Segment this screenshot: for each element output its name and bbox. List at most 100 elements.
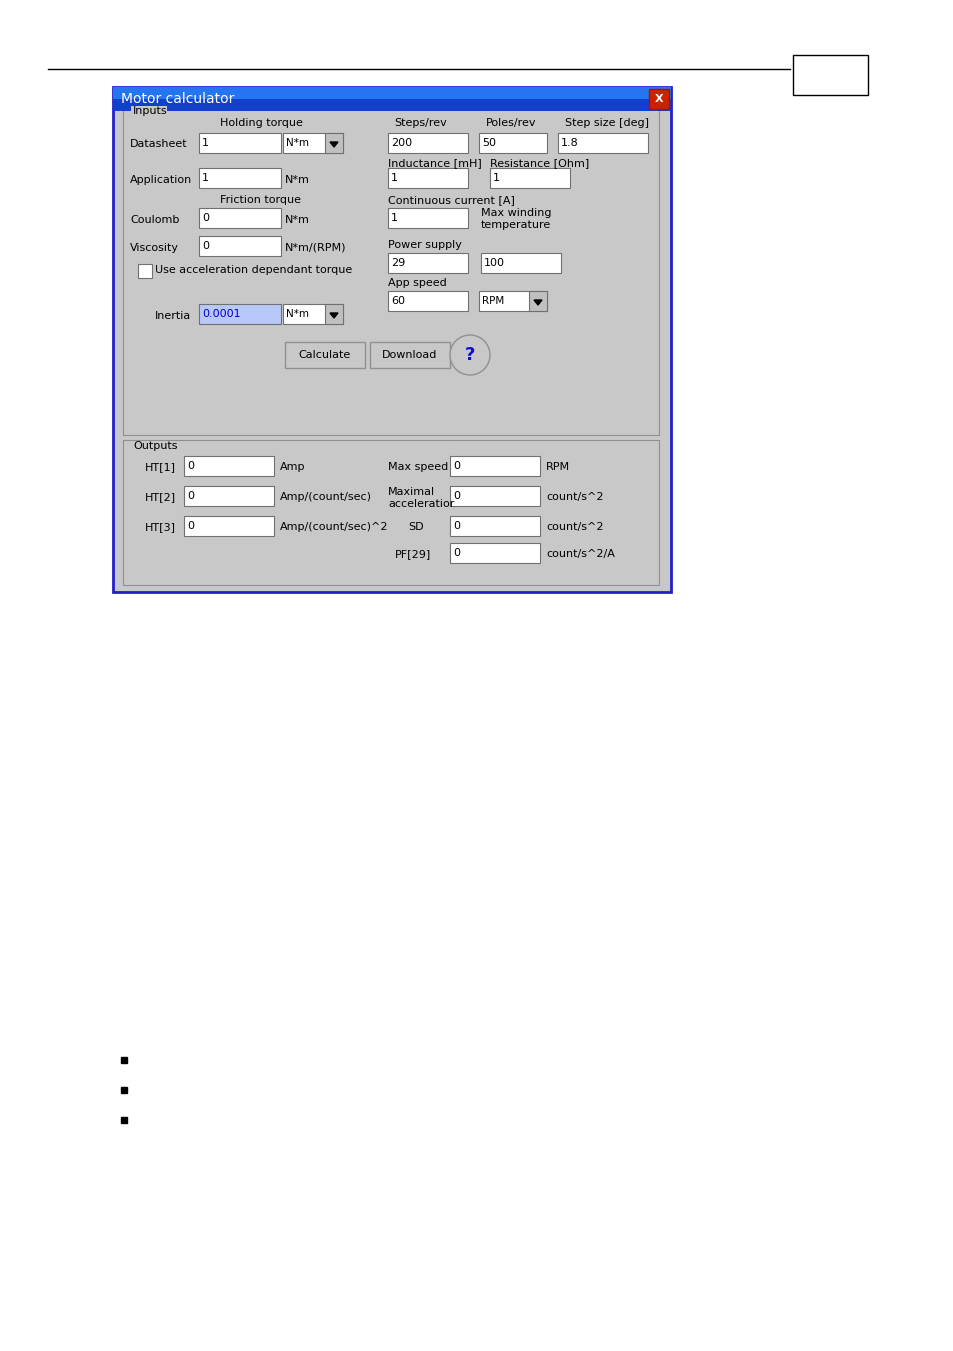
Text: X: X [654, 95, 662, 104]
FancyBboxPatch shape [490, 168, 569, 188]
Text: acceleratior: acceleratior [388, 499, 454, 509]
Text: N*m/(RPM): N*m/(RPM) [285, 243, 346, 253]
Text: count/s^2: count/s^2 [545, 492, 603, 503]
Text: N*m: N*m [285, 215, 310, 226]
Text: 1: 1 [202, 173, 209, 182]
Text: Maximal: Maximal [388, 486, 435, 497]
Text: count/s^2: count/s^2 [545, 521, 603, 532]
Text: temperature: temperature [480, 220, 551, 230]
Text: Amp/(count/sec): Amp/(count/sec) [280, 492, 372, 503]
Text: N*m: N*m [286, 138, 309, 149]
Text: Amp/(count/sec)^2: Amp/(count/sec)^2 [280, 521, 388, 532]
FancyBboxPatch shape [138, 263, 152, 278]
FancyBboxPatch shape [283, 304, 343, 324]
Text: 50: 50 [481, 138, 496, 149]
Text: 1: 1 [391, 173, 397, 182]
FancyBboxPatch shape [123, 440, 659, 585]
Text: PF[29]: PF[29] [395, 549, 431, 559]
Text: 1: 1 [202, 138, 209, 149]
Text: Holding torque: Holding torque [220, 118, 302, 128]
Text: App speed: App speed [388, 278, 446, 288]
FancyBboxPatch shape [112, 86, 670, 111]
Text: count/s^2/A: count/s^2/A [545, 549, 615, 559]
FancyBboxPatch shape [112, 86, 670, 592]
Circle shape [450, 335, 490, 376]
FancyBboxPatch shape [325, 304, 343, 324]
FancyBboxPatch shape [199, 208, 281, 228]
FancyBboxPatch shape [388, 290, 468, 311]
Text: Calculate: Calculate [298, 350, 351, 359]
FancyBboxPatch shape [283, 132, 343, 153]
Text: 0: 0 [187, 461, 193, 471]
Text: Steps/rev: Steps/rev [394, 118, 446, 128]
Text: 29: 29 [391, 258, 405, 267]
FancyBboxPatch shape [388, 208, 468, 228]
Text: Datasheet: Datasheet [130, 139, 188, 149]
FancyBboxPatch shape [184, 516, 274, 536]
FancyBboxPatch shape [529, 290, 546, 311]
Text: 0: 0 [453, 461, 459, 471]
FancyBboxPatch shape [325, 132, 343, 153]
Text: Amp: Amp [280, 462, 305, 471]
FancyBboxPatch shape [450, 516, 539, 536]
FancyBboxPatch shape [450, 543, 539, 563]
Text: Poles/rev: Poles/rev [485, 118, 536, 128]
FancyBboxPatch shape [131, 440, 172, 453]
Text: 100: 100 [483, 258, 504, 267]
Polygon shape [330, 313, 337, 317]
FancyBboxPatch shape [199, 168, 281, 188]
Text: Download: Download [382, 350, 437, 359]
Text: 0.0001: 0.0001 [202, 309, 240, 319]
Text: 0: 0 [187, 521, 193, 531]
Text: Friction torque: Friction torque [220, 195, 301, 205]
Text: 0: 0 [453, 521, 459, 531]
Text: Motor calculator: Motor calculator [121, 92, 234, 105]
Text: 0: 0 [453, 549, 459, 558]
FancyBboxPatch shape [478, 290, 546, 311]
Text: HT[3]: HT[3] [145, 521, 175, 532]
Polygon shape [534, 300, 541, 305]
Text: 0: 0 [202, 213, 209, 223]
FancyBboxPatch shape [450, 486, 539, 507]
FancyBboxPatch shape [480, 253, 560, 273]
Text: ?: ? [464, 346, 475, 363]
FancyBboxPatch shape [370, 342, 450, 367]
Polygon shape [330, 142, 337, 147]
Text: Outputs: Outputs [132, 440, 177, 451]
Text: Resistance [Ohm]: Resistance [Ohm] [490, 158, 589, 168]
Text: 0: 0 [202, 240, 209, 251]
Text: Max winding: Max winding [480, 208, 551, 218]
Text: N*m: N*m [285, 176, 310, 185]
Text: Max speed: Max speed [388, 462, 448, 471]
Text: Power supply: Power supply [388, 240, 461, 250]
Text: Continuous current [A]: Continuous current [A] [388, 195, 515, 205]
Text: 1: 1 [493, 173, 499, 182]
FancyBboxPatch shape [131, 105, 167, 118]
FancyBboxPatch shape [285, 342, 365, 367]
FancyBboxPatch shape [792, 55, 867, 95]
FancyBboxPatch shape [184, 457, 274, 476]
FancyBboxPatch shape [558, 132, 647, 153]
FancyBboxPatch shape [199, 236, 281, 255]
FancyBboxPatch shape [184, 486, 274, 507]
FancyBboxPatch shape [388, 168, 468, 188]
Text: 0: 0 [453, 490, 459, 501]
Text: SD: SD [408, 521, 423, 532]
FancyBboxPatch shape [388, 132, 468, 153]
Text: Application: Application [130, 176, 193, 185]
Text: HT[2]: HT[2] [145, 492, 176, 503]
Text: 1: 1 [391, 213, 397, 223]
Text: RPM: RPM [481, 296, 504, 305]
Text: Inertia: Inertia [154, 311, 191, 322]
Text: Inductance [mH]: Inductance [mH] [388, 158, 481, 168]
Text: 1.8: 1.8 [560, 138, 578, 149]
FancyBboxPatch shape [648, 89, 668, 109]
FancyBboxPatch shape [388, 253, 468, 273]
Text: RPM: RPM [545, 462, 570, 471]
Text: 60: 60 [391, 296, 405, 305]
Text: Viscosity: Viscosity [130, 243, 179, 253]
Text: Use acceleration dependant torque: Use acceleration dependant torque [154, 265, 352, 276]
Text: Coulomb: Coulomb [130, 215, 179, 226]
Text: Inputs: Inputs [132, 105, 168, 116]
FancyBboxPatch shape [478, 132, 546, 153]
